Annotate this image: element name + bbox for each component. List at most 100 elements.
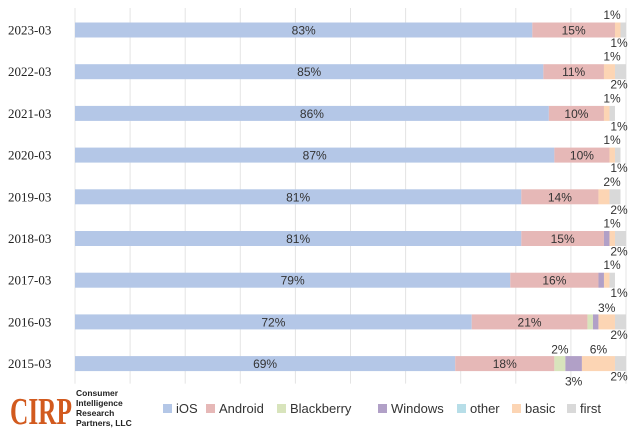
data-label-2016-03-android: 21%	[518, 315, 542, 329]
data-label-2017-03-first: 1%	[610, 286, 628, 300]
data-label-2023-03-basic: 1%	[603, 8, 621, 22]
bar-2018-03-basic	[609, 231, 615, 246]
bar-2016-03-ios	[75, 314, 472, 330]
bar-2017-03-basic	[603, 272, 610, 288]
category-label-2016-03: 2016-03	[8, 314, 51, 329]
legend-swatch-blackberry	[277, 404, 286, 413]
data-label-2019-03-android: 14%	[548, 190, 572, 204]
data-label-2018-03-windows: 1%	[603, 217, 621, 231]
bar-2015-03-android	[455, 356, 555, 372]
legend-label-first: first	[580, 401, 601, 416]
category-label-2022-03: 2022-03	[8, 64, 51, 79]
bar-2015-03-blackberry	[554, 356, 566, 372]
bar-2022-03-android	[543, 64, 604, 80]
bar-2018-03-ios	[75, 231, 522, 246]
data-label-2018-03-first: 2%	[610, 245, 628, 259]
data-label-2015-03-basic: 6%	[590, 343, 608, 357]
data-label-2017-03-ios: 79%	[281, 274, 305, 288]
bar-2019-03-android	[521, 189, 599, 205]
legend-swatch-first	[567, 404, 576, 413]
bar-2023-03-android	[532, 22, 615, 38]
bar-2017-03-windows	[598, 272, 604, 288]
cirp-logo: CIRP Consumer Intelligence Research Part…	[10, 388, 132, 433]
data-label-2015-03-ios: 69%	[253, 357, 277, 371]
bar-2018-03-android	[521, 231, 604, 246]
data-label-2021-03-ios: 86%	[300, 107, 324, 121]
bar-2015-03-basic	[581, 356, 615, 372]
legend-swatch-other	[457, 404, 466, 413]
data-label-2016-03-basic: 3%	[598, 301, 616, 315]
logo-mark: CIRP	[10, 391, 72, 433]
bar-2016-03-android	[471, 314, 588, 330]
data-label-2020-03-ios: 87%	[303, 149, 327, 163]
bar-2016-03-blackberry	[587, 314, 593, 330]
data-label-2018-03-ios: 81%	[286, 232, 310, 246]
legend-label-ios: iOS	[176, 401, 198, 416]
bar-2015-03-first	[614, 356, 626, 372]
legend-label-other: other	[470, 401, 500, 416]
data-label-2022-03-ios: 85%	[297, 65, 321, 79]
bar-2021-03-basic	[603, 105, 610, 121]
legend-swatch-basic	[512, 404, 521, 413]
logo-line-2: Intelligence	[76, 398, 123, 408]
data-label-2020-03-basic: 1%	[603, 133, 621, 147]
bar-2017-03-android	[510, 272, 599, 288]
data-label-2022-03-first: 2%	[610, 78, 628, 92]
bar-2019-03-first	[609, 189, 621, 205]
bar-2023-03-basic	[614, 22, 621, 38]
bar-2018-03-first	[614, 231, 626, 246]
bar-2017-03-ios	[75, 272, 511, 288]
data-label-2017-03-android: 16%	[542, 274, 566, 288]
legend-label-android: Android	[219, 401, 264, 416]
bar-2017-03-first	[609, 272, 615, 288]
data-label-2015-03-android: 18%	[493, 357, 517, 371]
bar-2020-03-ios	[75, 147, 555, 163]
category-label-2023-03: 2023-03	[8, 23, 51, 38]
bar-2023-03-first	[620, 22, 626, 38]
bar-2021-03-first	[609, 105, 615, 121]
bar-2022-03-ios	[75, 64, 544, 80]
bar-2023-03-ios	[75, 22, 533, 38]
bar-2020-03-first	[614, 147, 621, 163]
bar-2022-03-first	[614, 64, 626, 80]
data-label-2023-03-ios: 83%	[292, 24, 316, 38]
legend-label-blackberry: Blackberry	[290, 401, 352, 416]
data-label-2022-03-basic: 1%	[603, 50, 621, 64]
data-label-2021-03-first: 1%	[610, 119, 628, 133]
data-label-2019-03-first: 2%	[610, 203, 628, 217]
category-label-2021-03: 2021-03	[8, 106, 51, 121]
data-label-2016-03-first: 2%	[610, 328, 628, 342]
data-label-2022-03-android: 11%	[562, 65, 585, 79]
data-label-2020-03-first: 1%	[610, 161, 628, 175]
category-label-2019-03: 2019-03	[8, 189, 51, 204]
data-label-2019-03-basic: 2%	[603, 175, 621, 189]
data-label-2015-03-windows: 3%	[565, 375, 583, 389]
bar-2022-03-basic	[603, 64, 615, 80]
data-label-2023-03-first: 1%	[610, 36, 628, 50]
category-label-2017-03: 2017-03	[8, 273, 51, 288]
data-label-2019-03-ios: 81%	[286, 190, 310, 204]
logo-line-4: Partners, LLC	[76, 418, 132, 428]
bar-2021-03-ios	[75, 105, 549, 121]
data-labels: 83% 15%1%1%85% 11%1%2%86% 10%1%1%87% 10%1%1%…	[253, 8, 628, 389]
data-label-2015-03-blackberry: 2%	[551, 343, 569, 357]
legend-label-windows: Windows	[391, 401, 444, 416]
legend-swatch-windows	[378, 404, 387, 413]
bar-2015-03-ios	[75, 356, 456, 372]
bar-2019-03-ios	[75, 189, 522, 205]
bars	[75, 22, 626, 372]
data-label-2021-03-android: 10%	[564, 107, 588, 121]
legend-swatch-android	[206, 404, 215, 413]
legend-label-basic: basic	[525, 401, 556, 416]
data-label-2021-03-basic: 1%	[603, 91, 621, 105]
bar-2021-03-android	[548, 105, 604, 121]
data-label-2023-03-android: 15%	[562, 24, 586, 38]
category-label-2018-03: 2018-03	[8, 231, 51, 246]
data-label-2020-03-android: 10%	[570, 149, 594, 163]
bar-2020-03-android	[554, 147, 610, 163]
logo-line-3: Research	[76, 408, 114, 418]
bar-2015-03-windows	[565, 356, 582, 372]
bar-2020-03-basic	[609, 147, 615, 163]
bar-2016-03-basic	[598, 314, 615, 330]
